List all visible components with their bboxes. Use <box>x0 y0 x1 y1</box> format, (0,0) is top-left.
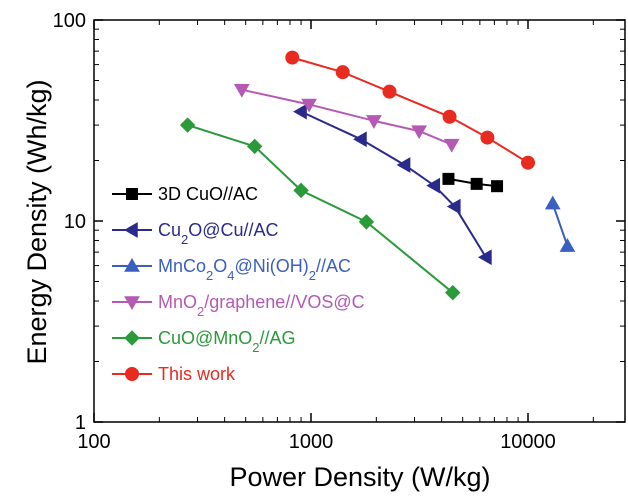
data-point <box>382 84 397 99</box>
y-tick-label: 1 <box>75 412 86 434</box>
legend-marker <box>124 257 140 272</box>
data-point <box>559 238 576 252</box>
data-point <box>301 98 317 113</box>
data-point <box>426 177 441 194</box>
data-point <box>352 131 367 148</box>
legend-entry: CuO@MnO2//AG <box>112 328 296 355</box>
legend-entry: MnCo2O4@Ni(OH)2//AC <box>112 256 351 283</box>
data-point <box>470 177 483 190</box>
legend-entry: 3D CuO//AC <box>112 184 258 204</box>
legend-entry: Cu2O@Cu//AC <box>112 220 279 247</box>
series-4 <box>179 117 461 301</box>
data-point <box>335 65 350 80</box>
data-point <box>179 117 196 133</box>
series-3 <box>233 83 460 153</box>
y-axis-title: Energy Density (Wh/kg) <box>22 79 52 364</box>
legend-marker <box>125 367 139 381</box>
series-0 <box>442 172 504 193</box>
legend-label: CuO@MnO2//AG <box>158 328 296 355</box>
x-axis-title: Power Density (W/kg) <box>229 462 490 492</box>
data-point <box>366 115 382 129</box>
data-point <box>477 249 492 266</box>
x-tick-label: 1000 <box>289 431 334 453</box>
series-line <box>300 110 487 258</box>
legend-label: MnCo2O4@Ni(OH)2//AC <box>158 256 351 283</box>
series-layer <box>179 50 576 301</box>
y-tick-label: 100 <box>53 10 86 32</box>
legend-marker <box>123 222 138 238</box>
x-tick-label: 10000 <box>500 431 556 453</box>
series-2 <box>544 195 576 252</box>
data-point <box>521 155 535 170</box>
x-tick-label: 100 <box>77 431 110 453</box>
legend-marker <box>126 188 138 200</box>
legend-label: Cu2O@Cu//AC <box>158 220 279 247</box>
series-line <box>551 203 569 247</box>
data-point <box>442 109 457 124</box>
data-point <box>233 83 250 98</box>
legend-marker <box>124 330 140 346</box>
legend-entry: MnO2/graphene//VOS@C <box>112 292 365 319</box>
legend-marker <box>124 296 140 311</box>
data-point <box>544 195 561 210</box>
data-point <box>445 284 461 301</box>
series-5 <box>285 50 535 170</box>
data-point <box>293 103 307 120</box>
legend-label: 3D CuO//AC <box>158 184 258 204</box>
series-1 <box>293 103 492 266</box>
legend-entry: This work <box>112 364 236 384</box>
plot-area: 1 10 100 100 1000 10000 <box>53 10 626 453</box>
data-point <box>285 50 300 65</box>
data-point <box>446 198 461 215</box>
data-point <box>246 138 263 155</box>
axis-ticks: 1 10 100 100 1000 10000 <box>53 10 625 453</box>
series-line <box>292 56 529 164</box>
legend-label: This work <box>158 364 236 384</box>
data-point <box>396 157 411 173</box>
legend: 3D CuO//AC Cu2O@Cu//AC MnCo2O4@Ni(OH)2//AC… <box>112 184 365 384</box>
legend-label: MnO2/graphene//VOS@C <box>158 292 365 319</box>
y-tick-label: 10 <box>64 211 86 233</box>
data-point <box>293 182 309 199</box>
data-point <box>411 125 427 140</box>
data-point <box>443 138 460 153</box>
data-point <box>358 214 375 230</box>
data-point <box>491 180 504 193</box>
data-point <box>442 172 455 185</box>
data-point <box>480 130 495 145</box>
